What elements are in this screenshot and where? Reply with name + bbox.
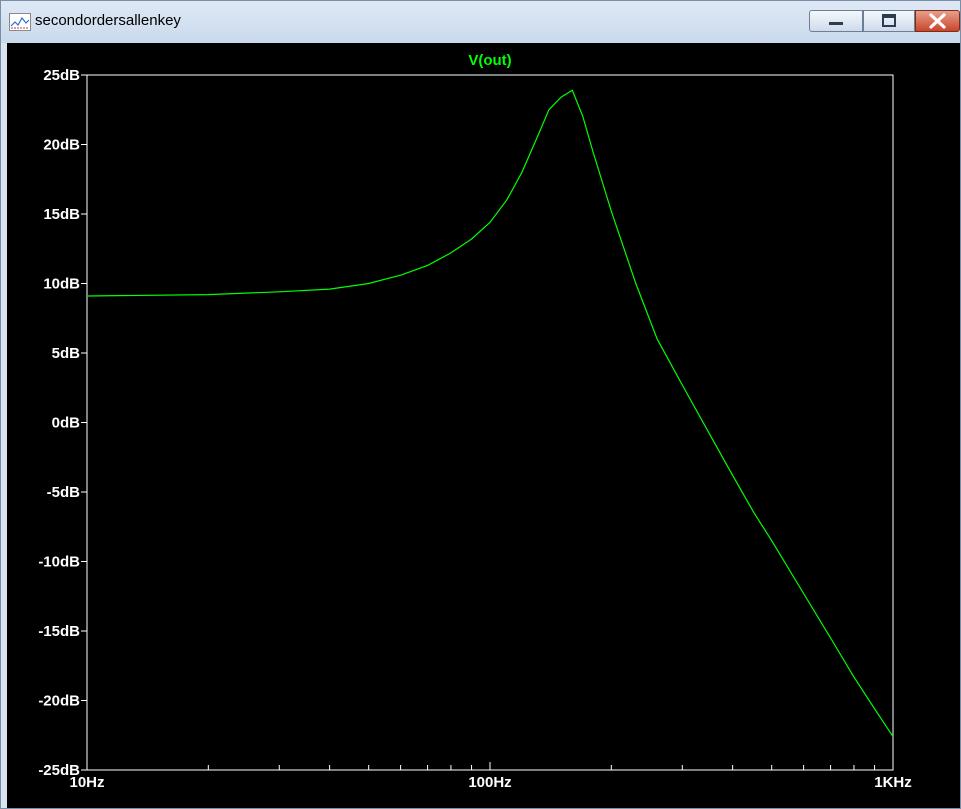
y-tick-label: 0dB bbox=[52, 415, 81, 432]
title-bar[interactable]: secondordersallenkey bbox=[1, 1, 960, 43]
window-title: secondordersallenkey bbox=[35, 12, 181, 29]
chart-title: V(out) bbox=[468, 52, 511, 69]
y-tick-label: 10dB bbox=[43, 276, 80, 293]
y-tick-label: 20dB bbox=[43, 137, 80, 154]
x-tick-label: 100Hz bbox=[468, 774, 511, 791]
close-button[interactable] bbox=[915, 10, 960, 32]
y-tick-label: 5dB bbox=[52, 345, 81, 362]
minimize-icon bbox=[829, 22, 843, 25]
close-icon bbox=[929, 13, 946, 29]
plot-area[interactable]: V(out) 25dB 20dB 15dB 10dB 5dB 0dB -5dB -10dB -15… bbox=[7, 43, 960, 808]
plot-frame bbox=[86, 74, 894, 771]
bode-plot: V(out) 25dB 20dB 15dB 10dB 5dB 0dB -5dB -10dB -15… bbox=[38, 52, 912, 791]
y-tick-label: 15dB bbox=[43, 206, 80, 223]
maximize-icon bbox=[882, 14, 896, 27]
x-tick-label: 10Hz bbox=[69, 774, 104, 791]
y-tick-label: -5dB bbox=[47, 484, 81, 501]
y-tick-label: 25dB bbox=[43, 67, 80, 84]
minimize-button[interactable] bbox=[809, 10, 863, 32]
maximize-button[interactable] bbox=[863, 10, 915, 32]
x-tick-label: 1KHz bbox=[874, 774, 912, 791]
waveform-icon bbox=[9, 13, 31, 31]
y-tick-label: -15dB bbox=[38, 623, 80, 640]
series-line-vout bbox=[86, 89, 894, 737]
y-tick-label: -10dB bbox=[38, 554, 80, 571]
y-tick-label: -25dB bbox=[38, 762, 80, 779]
y-tick-label: -20dB bbox=[38, 693, 80, 710]
